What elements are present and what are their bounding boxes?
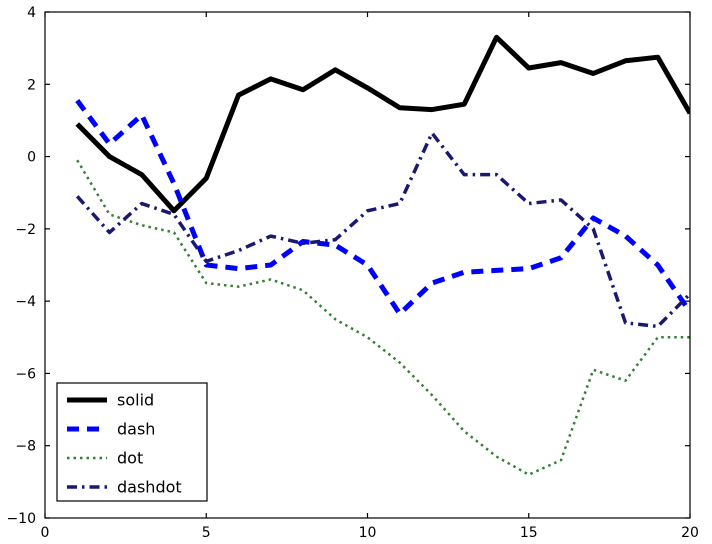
y-tick-label: −6 — [15, 366, 36, 382]
legend-label: solid — [117, 391, 154, 410]
x-tick-label: 5 — [202, 525, 211, 541]
series-line-dashdot — [75, 131, 690, 329]
y-tick-label: 4 — [27, 5, 36, 21]
y-tick-label: 0 — [27, 150, 36, 166]
x-tick-label: 0 — [41, 525, 50, 541]
x-tick-label: 15 — [520, 525, 538, 541]
x-tick-label: 20 — [681, 525, 699, 541]
y-tick-label: −2 — [15, 222, 36, 238]
y-tick-label: −4 — [15, 294, 36, 310]
y-tick-label: −10 — [6, 511, 36, 527]
legend-label: dashdot — [117, 478, 182, 497]
x-tick-label: 10 — [359, 525, 377, 541]
series-line-solid — [75, 34, 690, 214]
y-tick-label: −8 — [15, 439, 36, 455]
legend-label: dash — [117, 420, 155, 439]
series-line-dash — [75, 99, 690, 317]
legend-box — [56, 382, 208, 502]
legend-label: dot — [117, 449, 143, 468]
y-tick-label: 2 — [27, 77, 36, 93]
series-line-dot — [76, 159, 690, 476]
